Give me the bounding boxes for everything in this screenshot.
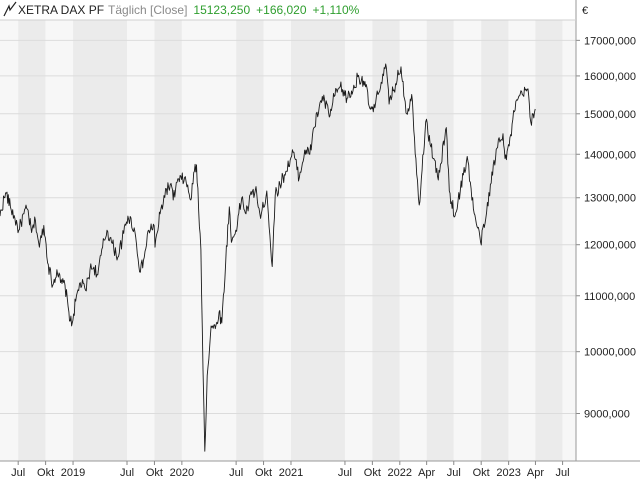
quarter-band [263, 20, 291, 461]
change-percent: +1,110% [312, 3, 360, 17]
x-tick-label: 2023 [496, 467, 520, 479]
x-tick-label: Jul [120, 467, 134, 479]
x-tick-label: Jul [447, 467, 461, 479]
y-tick-label: 13000,000 [584, 193, 636, 205]
quarter-band [45, 20, 74, 461]
x-tick-label: 2019 [61, 467, 85, 479]
x-tick-label: Okt [255, 467, 272, 479]
x-tick-label: Apr [527, 467, 544, 479]
y-tick-label: 9000,000 [584, 408, 630, 420]
quarter-band [127, 20, 155, 461]
quarter-band [236, 20, 264, 461]
quarter-band [344, 20, 373, 461]
quarter-band [508, 20, 536, 461]
y-tick-label: 14000,000 [584, 149, 636, 161]
quarter-band [562, 20, 576, 461]
series-line-dax [0, 63, 536, 452]
quarter-band [181, 20, 237, 461]
quarter-band [535, 20, 563, 461]
x-tick-label: Okt [37, 467, 54, 479]
x-tick-label: Jul [338, 467, 352, 479]
y-tick-label: 10000,000 [584, 347, 636, 359]
x-tick-label: Jul [229, 467, 243, 479]
interval-label: Täglich [Close] [108, 3, 188, 17]
quarter-band [290, 20, 345, 461]
x-tick-label: Apr [418, 467, 435, 479]
quarter-band [73, 20, 128, 461]
change-absolute: +166,020 [256, 3, 307, 17]
x-tick-label: 2022 [388, 467, 412, 479]
quarter-band [18, 20, 46, 461]
quarter-band [154, 20, 182, 461]
quarter-band [399, 20, 427, 461]
x-tick-label: Jul [11, 467, 25, 479]
quarter-band [453, 20, 482, 461]
y-tick-label: 11000,000 [584, 291, 635, 303]
chart-header: XETRA DAX PF Täglich [Close] 15123,250 +166… [0, 0, 576, 20]
y-tick-label: 15000,000 [584, 109, 636, 121]
x-tick-label: Jul [556, 467, 570, 479]
y-axis-unit: € [582, 5, 588, 17]
x-tick-label: 2021 [279, 467, 303, 479]
y-tick-label: 12000,000 [584, 240, 636, 252]
x-tick-label: Okt [364, 467, 381, 479]
y-tick-label: 16000,000 [584, 71, 636, 83]
quarter-band [0, 20, 19, 461]
last-price: 15123,250 [193, 3, 251, 17]
quarter-band [481, 20, 509, 461]
instrument-name: XETRA DAX PF [18, 3, 105, 17]
x-tick-label: 2020 [170, 467, 194, 479]
y-tick-label: 17000,000 [584, 35, 636, 47]
x-tick-label: Okt [473, 467, 490, 479]
x-tick-label: Okt [146, 467, 163, 479]
trend-logo-icon [3, 1, 17, 17]
quarter-band [426, 20, 454, 461]
